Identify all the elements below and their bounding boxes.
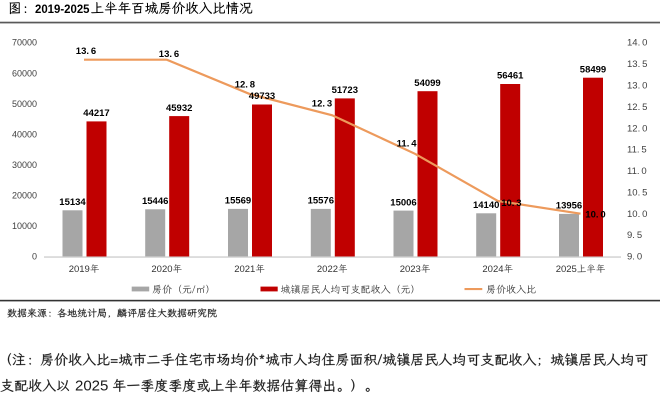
svg-text:2019: 2019 <box>69 264 90 275</box>
svg-text:2021: 2021 <box>234 264 255 275</box>
svg-text:12. 8: 12. 8 <box>235 80 255 91</box>
svg-text:70000: 70000 <box>12 38 37 48</box>
svg-text:51723: 51723 <box>332 85 358 96</box>
svg-text:10000: 10000 <box>12 221 37 231</box>
svg-text:15576: 15576 <box>308 196 334 207</box>
svg-text:13956: 13956 <box>556 201 582 212</box>
svg-text:58499: 58499 <box>580 64 606 75</box>
svg-text:44217: 44217 <box>83 108 109 119</box>
svg-text:2025: 2025 <box>75 378 108 395</box>
svg-text:49733: 49733 <box>249 91 275 102</box>
svg-text:13. 5: 13. 5 <box>627 59 647 70</box>
svg-text:10. 5: 10. 5 <box>627 187 647 198</box>
svg-text:2023: 2023 <box>400 264 421 275</box>
svg-text:0: 0 <box>32 252 37 262</box>
svg-text:60000: 60000 <box>12 68 37 78</box>
svg-text:54099: 54099 <box>414 78 440 89</box>
svg-text:50000: 50000 <box>12 99 37 109</box>
svg-text:2020: 2020 <box>151 264 172 275</box>
svg-text:15006: 15006 <box>390 197 416 208</box>
svg-text:12. 0: 12. 0 <box>627 123 647 134</box>
svg-text:10. 0: 10. 0 <box>627 209 647 220</box>
svg-text:2024: 2024 <box>482 264 503 275</box>
svg-text:15134: 15134 <box>59 197 86 208</box>
svg-text:14. 0: 14. 0 <box>627 38 647 49</box>
svg-text:45932: 45932 <box>166 103 192 114</box>
svg-text:11. 4: 11. 4 <box>397 139 418 150</box>
svg-text:12. 3: 12. 3 <box>312 99 332 110</box>
svg-text:20000: 20000 <box>12 191 37 201</box>
svg-text:40000: 40000 <box>12 129 37 139</box>
svg-text:12. 5: 12. 5 <box>627 102 647 113</box>
svg-text:13. 6: 13. 6 <box>159 49 179 60</box>
svg-text:13. 6: 13. 6 <box>76 46 96 57</box>
svg-text:9. 5: 9. 5 <box>627 230 642 241</box>
svg-text:11. 0: 11. 0 <box>627 166 647 177</box>
svg-text:13. 0: 13. 0 <box>627 81 647 92</box>
svg-text:2022: 2022 <box>317 264 338 275</box>
svg-text:15569: 15569 <box>225 196 251 207</box>
svg-text:9. 0: 9. 0 <box>627 252 642 263</box>
svg-text:30000: 30000 <box>12 160 37 170</box>
svg-text:10. 3: 10. 3 <box>501 198 521 209</box>
svg-text:56461: 56461 <box>497 71 524 82</box>
svg-text:14140: 14140 <box>473 200 499 211</box>
svg-text:15446: 15446 <box>142 196 168 207</box>
svg-text:2025: 2025 <box>556 264 577 275</box>
svg-text:11. 5: 11. 5 <box>627 145 647 156</box>
svg-text:10. 0: 10. 0 <box>585 210 605 221</box>
svg-text:2019-2025: 2019-2025 <box>35 4 90 16</box>
